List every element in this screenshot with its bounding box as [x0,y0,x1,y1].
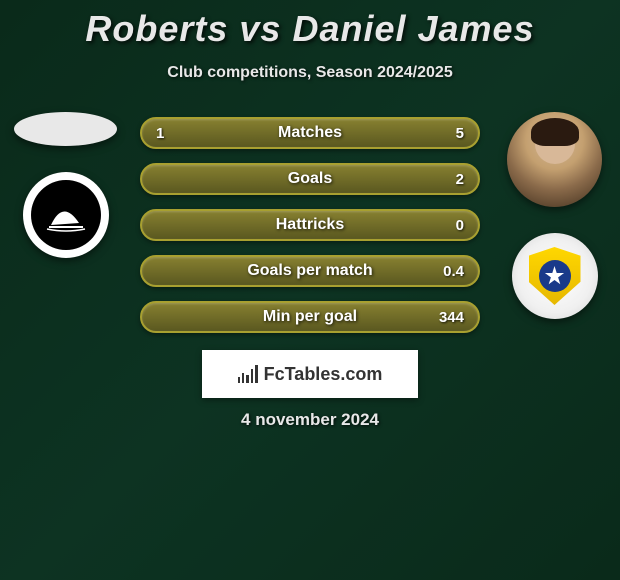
stat-label: Min per goal [142,308,478,326]
stat-right-value: 0.4 [443,263,464,280]
stat-bar: 1 Matches 5 [140,117,480,149]
stat-bar: Hattricks 0 [140,209,480,241]
stat-right-value: 5 [456,125,464,142]
stat-bar: Goals 2 [140,163,480,195]
watermark: FcTables.com [202,350,418,398]
stat-label: Goals [142,170,478,188]
stat-label: Goals per match [142,262,478,280]
left-player-column [8,112,123,258]
stat-bar: Goals per match 0.4 [140,255,480,287]
stat-right-value: 344 [439,309,464,326]
comparison-date: 4 november 2024 [0,410,620,430]
player-left-club-badge [23,172,109,258]
plymouth-badge-icon [45,197,87,233]
leeds-badge-icon [529,247,581,305]
stat-label: Hattricks [142,216,478,234]
chart-icon [238,365,258,383]
stat-left-value: 1 [156,125,164,142]
player-left-avatar [14,112,117,146]
right-player-column [497,112,612,319]
stat-right-value: 0 [456,217,464,234]
comparison-subtitle: Club competitions, Season 2024/2025 [0,64,620,82]
watermark-text: FcTables.com [264,364,383,385]
player-right-avatar [507,112,602,207]
comparison-title: Roberts vs Daniel James [0,0,620,50]
stat-label: Matches [142,124,478,142]
player-right-club-badge [512,233,598,319]
stat-right-value: 2 [456,171,464,188]
stat-bar: Min per goal 344 [140,301,480,333]
stats-bars: 1 Matches 5 Goals 2 Hattricks 0 Goals pe… [140,117,480,333]
